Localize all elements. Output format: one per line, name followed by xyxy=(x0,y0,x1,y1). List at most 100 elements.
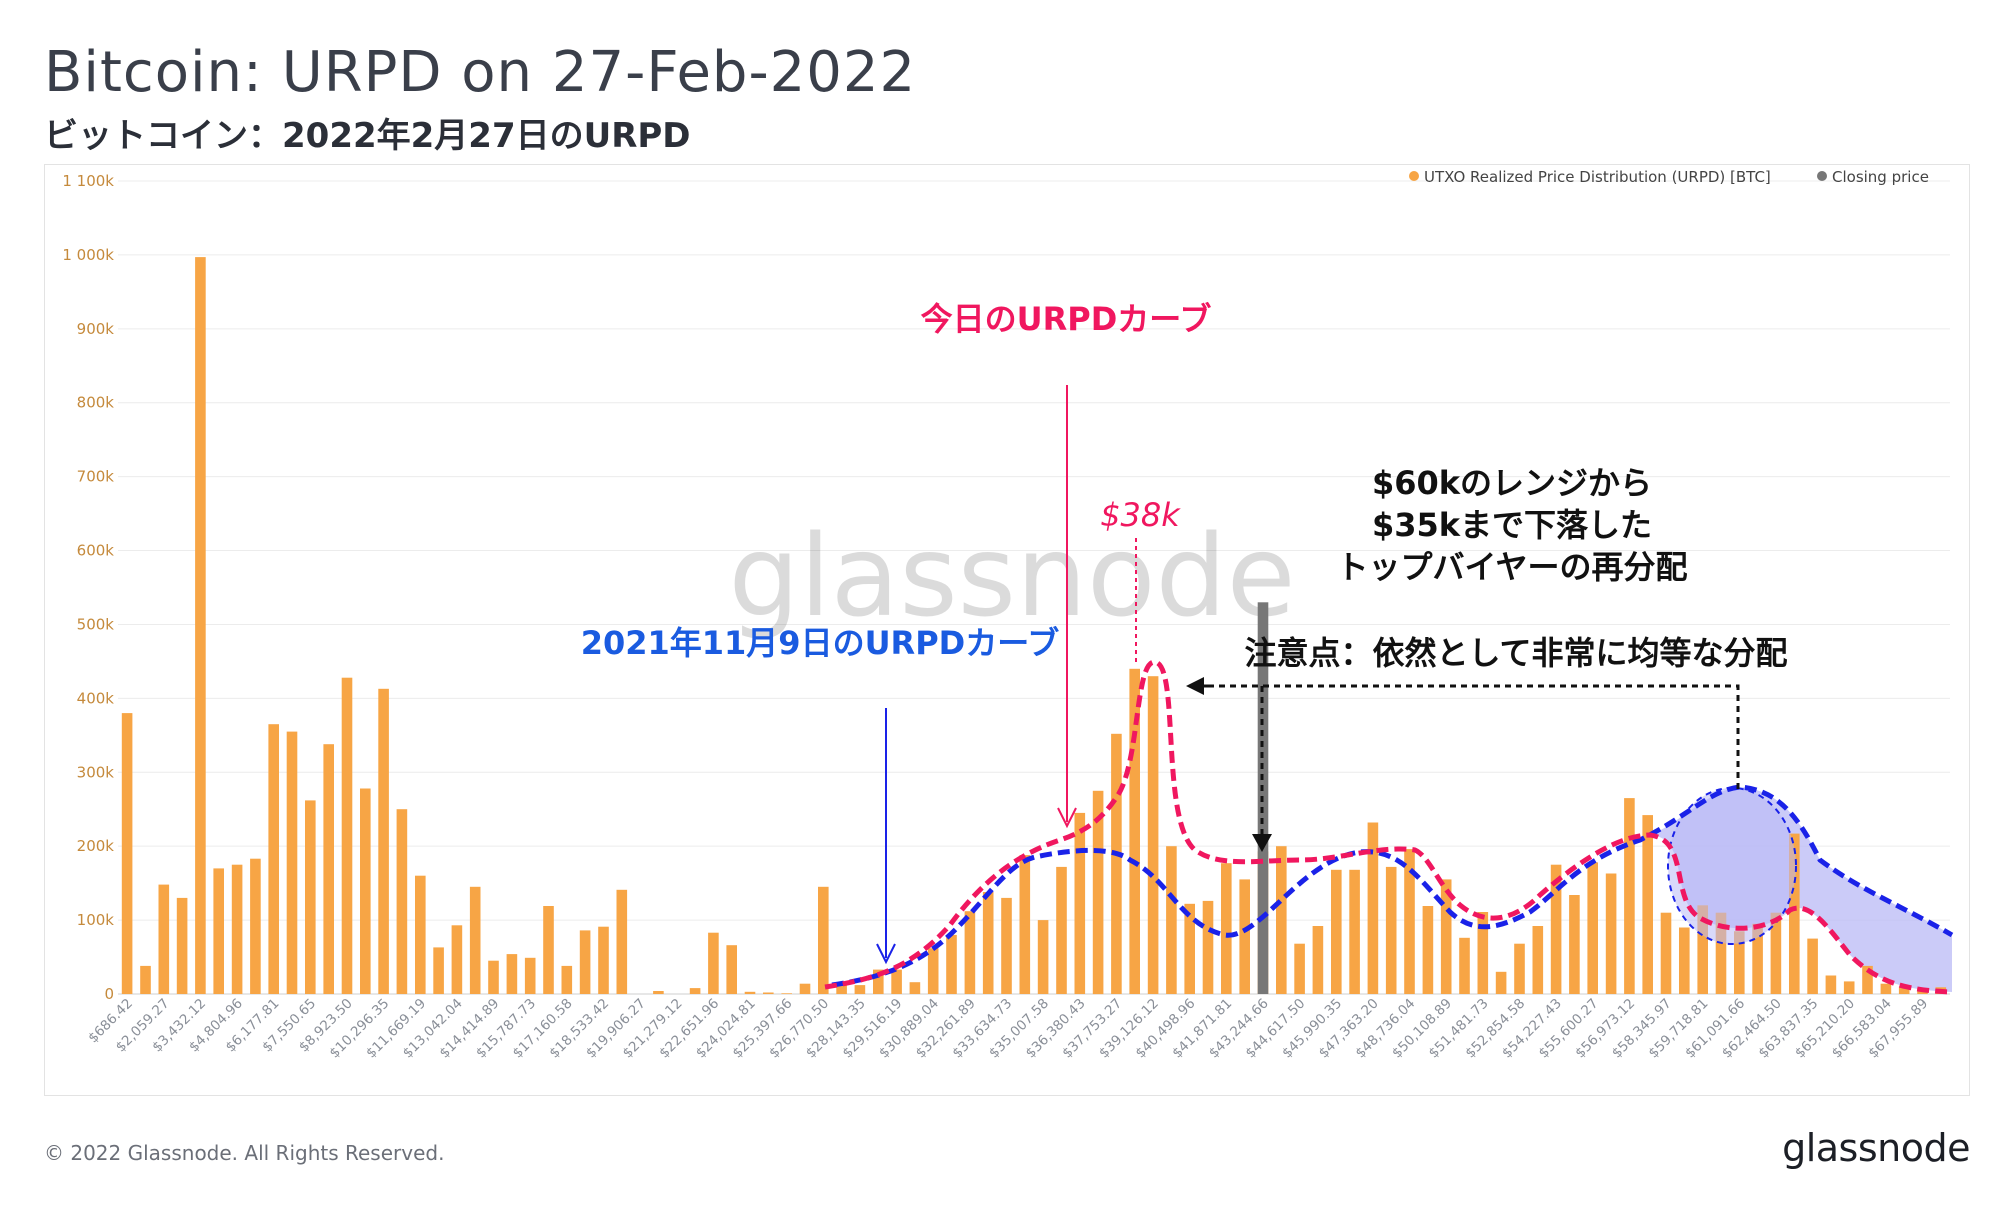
nov-arrow-head xyxy=(876,943,896,965)
bar xyxy=(946,934,957,994)
bar xyxy=(1807,938,1818,994)
y-tick-label: 0 xyxy=(104,985,114,1003)
bar xyxy=(799,983,811,994)
bar xyxy=(1624,798,1635,994)
today-curve-label: 今日のURPDカーブ xyxy=(921,300,1212,338)
y-tick-label: 900k xyxy=(77,320,115,338)
bar xyxy=(1789,833,1800,994)
bar xyxy=(1239,879,1250,994)
chart-title: Bitcoin: URPD on 27-Feb-2022 xyxy=(44,40,917,105)
bar xyxy=(213,868,224,994)
bar xyxy=(854,985,866,994)
today-curve xyxy=(824,659,1951,995)
bar xyxy=(1019,855,1031,994)
y-tick-label: 1 100k xyxy=(62,172,114,190)
y-axis-ticks: 0 100k 200k 300k 400k 500k 600k 700k 800k 900k 1 0… xyxy=(62,172,114,1003)
bar xyxy=(1056,866,1067,994)
bar xyxy=(1404,849,1415,994)
bar xyxy=(818,886,829,994)
y-tick-label: 800k xyxy=(77,394,115,412)
bar xyxy=(1440,879,1452,994)
bar xyxy=(415,875,426,994)
bar xyxy=(1715,912,1727,994)
bars xyxy=(121,257,1947,995)
bar xyxy=(195,257,206,995)
legend-urpd-label: UTXO Realized Price Distribution (URPD) … xyxy=(1424,168,1771,186)
brand-logo: glassnode xyxy=(1782,1126,1970,1170)
bar xyxy=(1550,864,1562,994)
bar xyxy=(305,800,316,994)
bar xyxy=(1147,676,1159,994)
bar xyxy=(488,960,499,994)
bar xyxy=(982,892,994,994)
bar xyxy=(1679,927,1690,994)
bar xyxy=(763,992,774,994)
bar xyxy=(1605,873,1617,994)
chart-frame xyxy=(44,164,1970,1096)
bar xyxy=(1001,897,1012,994)
bar xyxy=(451,925,463,994)
bar xyxy=(927,948,939,994)
bar xyxy=(396,809,408,994)
bar xyxy=(378,688,389,994)
nov-2021-curve xyxy=(831,784,1954,988)
nov-curve-label: 2021年11月9日のURPDカーブ xyxy=(581,624,1060,662)
bar xyxy=(744,991,756,994)
bar xyxy=(1276,846,1287,994)
bar xyxy=(1312,926,1324,994)
bar xyxy=(1642,815,1653,994)
bar xyxy=(341,677,353,994)
legend: UTXO Realized Price Distribution (URPD) … xyxy=(1409,168,1929,186)
bar xyxy=(726,945,737,994)
bar xyxy=(616,889,628,994)
bar xyxy=(543,906,554,994)
bar xyxy=(433,947,444,994)
bar xyxy=(909,982,921,994)
bar xyxy=(286,731,298,994)
bar xyxy=(1294,943,1305,994)
bar xyxy=(231,864,243,994)
y-tick-label: 300k xyxy=(77,763,115,781)
bar xyxy=(1422,906,1434,994)
bar xyxy=(1825,975,1837,994)
note-arrowhead-left xyxy=(1186,677,1204,695)
redistribution-line-3: トップバイヤーの再分配 xyxy=(1336,548,1687,586)
bar xyxy=(268,724,279,994)
legend-closing-label: Closing price xyxy=(1832,168,1929,186)
x-axis-ticks: $686.42$2,059.27$3,432.12$4,804.96$6,177… xyxy=(85,996,1931,1062)
bar xyxy=(360,788,371,994)
bar xyxy=(1184,903,1195,994)
today-arrow-head xyxy=(1057,807,1077,829)
bar xyxy=(1459,937,1470,994)
bar xyxy=(1898,986,1910,994)
bar xyxy=(836,982,847,994)
bar xyxy=(598,926,609,994)
legend-closing-dot xyxy=(1817,171,1827,181)
legend-urpd-dot xyxy=(1409,171,1419,181)
bar xyxy=(1697,905,1708,994)
bar xyxy=(469,886,481,994)
bar xyxy=(1385,866,1397,994)
bar xyxy=(781,993,792,994)
note-arrowhead-down xyxy=(1252,834,1272,852)
bar xyxy=(1752,923,1763,994)
note-bracket xyxy=(1208,684,1740,790)
bar xyxy=(176,897,188,994)
bar xyxy=(1477,912,1489,994)
y-tick-label: 600k xyxy=(77,542,115,560)
bar xyxy=(1166,846,1177,994)
bar xyxy=(250,858,261,994)
bar xyxy=(121,713,133,994)
bar xyxy=(1111,733,1122,994)
bar xyxy=(1514,943,1525,994)
redistribution-line-1: $60kのレンジから xyxy=(1372,464,1652,502)
bar xyxy=(1331,869,1342,994)
bar xyxy=(579,930,591,994)
bar xyxy=(1221,863,1232,994)
note-label: 注意点：依然として非常に均等な分配 xyxy=(1244,634,1787,672)
bar xyxy=(873,969,884,994)
bar xyxy=(891,969,902,994)
copyright: © 2022 Glassnode. All Rights Reserved. xyxy=(44,1141,445,1165)
bar xyxy=(1587,862,1598,994)
bar xyxy=(964,911,976,994)
